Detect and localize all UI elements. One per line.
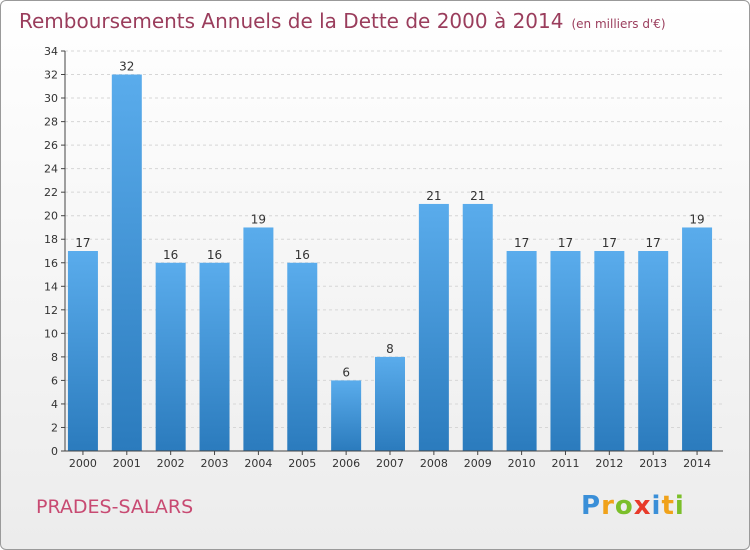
y-tick-label: 4 <box>51 398 58 411</box>
bar <box>506 251 537 451</box>
y-tick-label: 8 <box>51 351 58 364</box>
y-tick-label: 6 <box>51 374 58 387</box>
x-tick-label: 2002 <box>157 457 185 470</box>
x-tick-label: 2009 <box>464 457 492 470</box>
bar <box>418 203 449 451</box>
bar <box>375 356 405 451</box>
bar <box>331 380 362 451</box>
y-tick-label: 24 <box>44 163 58 176</box>
y-tick-label: 28 <box>44 116 58 129</box>
x-tick-label: 2003 <box>201 457 229 470</box>
data-label: 17 <box>558 236 573 250</box>
bar <box>682 227 713 451</box>
data-label: 19 <box>689 212 704 226</box>
y-tick-label: 30 <box>44 92 58 105</box>
x-tick-label: 2012 <box>595 457 623 470</box>
y-tick-label: 26 <box>44 139 58 152</box>
data-label: 8 <box>386 342 394 356</box>
y-tick-label: 2 <box>51 421 58 434</box>
y-tick-label: 18 <box>44 233 58 246</box>
logo-letter: x <box>633 491 652 521</box>
logo-letter: i <box>674 491 685 521</box>
chart-title: Remboursements Annuels de la Dette de 20… <box>19 9 666 33</box>
data-label: 21 <box>426 189 441 203</box>
x-tick-label: 2001 <box>113 457 141 470</box>
bar <box>67 251 98 451</box>
logo-letter: i <box>651 491 662 521</box>
bar <box>111 74 142 451</box>
logo-letter: P <box>581 491 602 521</box>
x-tick-label: 2004 <box>244 457 272 470</box>
data-label: 17 <box>514 236 529 250</box>
data-label: 6 <box>342 365 350 379</box>
bar <box>594 251 625 451</box>
data-label: 17 <box>602 236 617 250</box>
logo-letter: o <box>614 491 634 521</box>
x-tick-label: 2007 <box>376 457 404 470</box>
logo-letter: r <box>601 491 615 521</box>
y-tick-label: 0 <box>51 445 58 458</box>
bar <box>287 262 318 451</box>
x-tick-label: 2006 <box>332 457 360 470</box>
x-tick-label: 2008 <box>420 457 448 470</box>
y-tick-label: 34 <box>44 45 58 58</box>
y-tick-label: 32 <box>44 69 58 82</box>
x-tick-label: 2010 <box>508 457 536 470</box>
proxiti-logo: Proxiti <box>581 491 685 521</box>
data-label: 21 <box>470 189 485 203</box>
bar <box>638 251 669 451</box>
data-label: 17 <box>75 236 90 250</box>
data-label: 16 <box>163 248 178 262</box>
data-label: 19 <box>251 212 266 226</box>
data-label: 17 <box>646 236 661 250</box>
logo-letter: t <box>661 491 675 521</box>
bar <box>155 262 186 451</box>
data-label: 32 <box>119 60 134 74</box>
x-tick-label: 2014 <box>683 457 711 470</box>
y-tick-label: 14 <box>44 280 58 293</box>
data-label: 16 <box>295 248 310 262</box>
x-tick-label: 2000 <box>69 457 97 470</box>
bar <box>243 227 274 451</box>
chart-subtitle: (en milliers d'€) <box>571 17 666 31</box>
y-tick-label: 16 <box>44 257 58 270</box>
bar <box>550 251 581 451</box>
y-tick-label: 10 <box>44 327 58 340</box>
data-label: 16 <box>207 248 222 262</box>
x-tick-label: 2005 <box>288 457 316 470</box>
commune-name: PRADES-SALARS <box>36 496 194 518</box>
bar <box>462 203 493 451</box>
x-tick-label: 2011 <box>551 457 579 470</box>
chart-title-text: Remboursements Annuels de la Dette de 20… <box>19 9 564 33</box>
y-tick-label: 20 <box>44 210 58 223</box>
bar <box>199 262 230 451</box>
x-tick-label: 2013 <box>639 457 667 470</box>
y-tick-label: 22 <box>44 186 58 199</box>
y-tick-label: 12 <box>44 304 58 317</box>
